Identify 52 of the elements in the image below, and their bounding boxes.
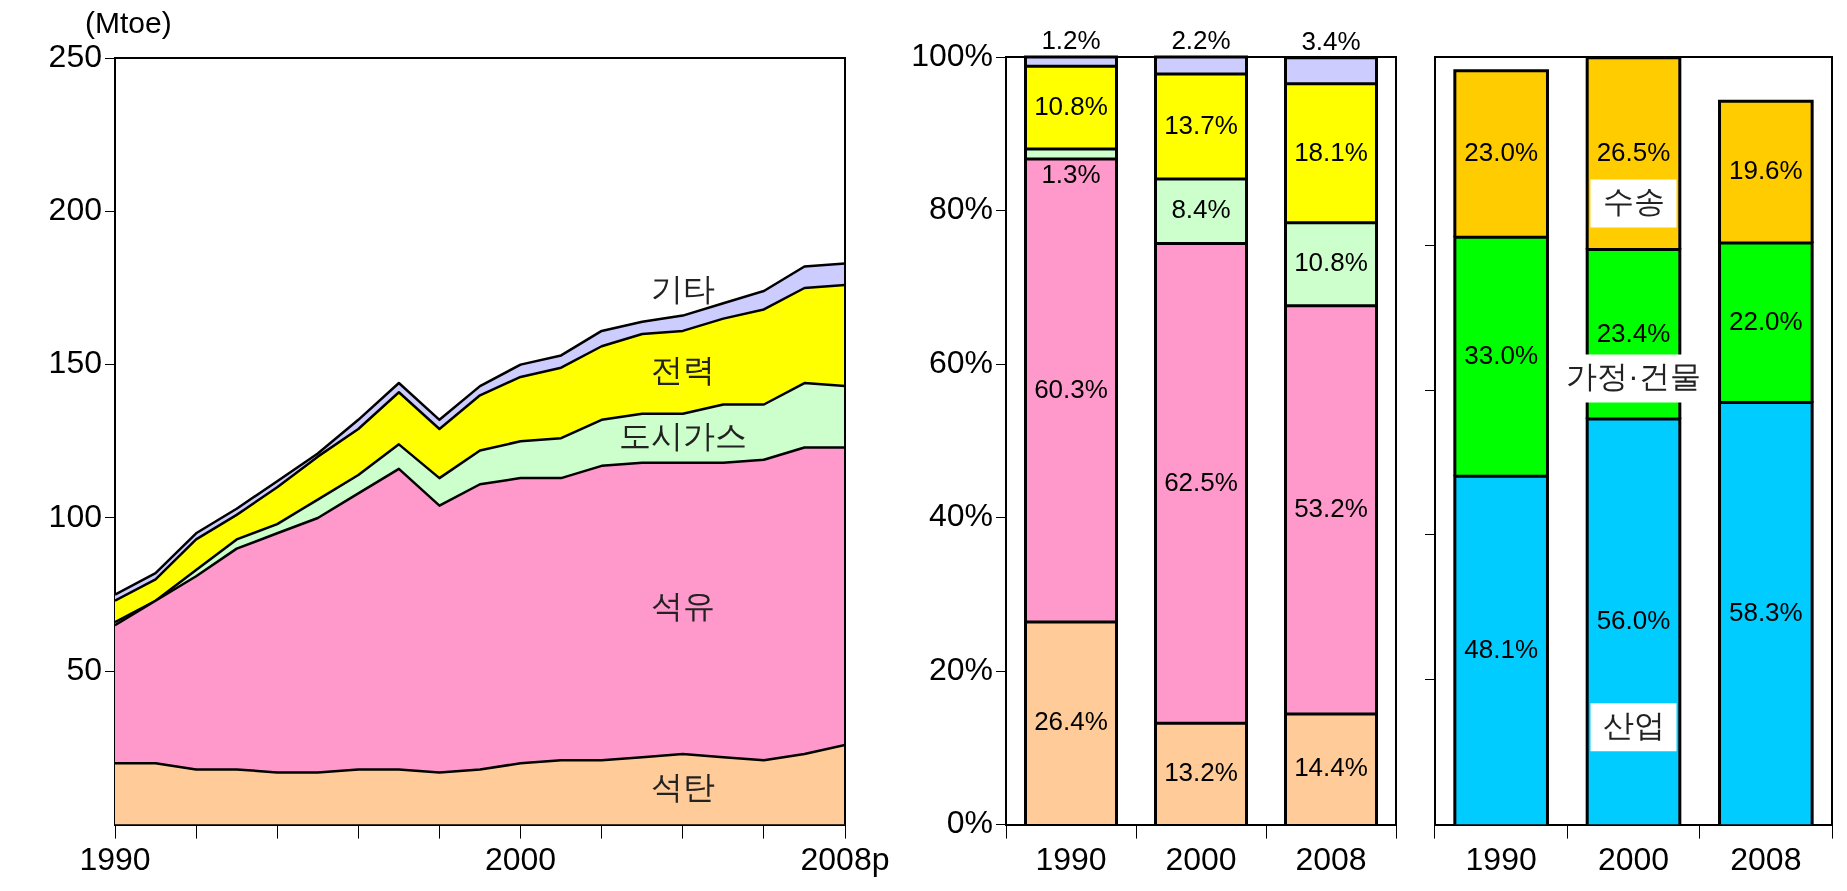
series-label: 도시가스 [618, 418, 747, 455]
series-label: 수송 [1602, 184, 1665, 220]
x-tick-label: 2000 [1597, 840, 1670, 877]
data-label: 53.2% [1294, 493, 1368, 524]
series-label: 가정·건물 [1566, 358, 1701, 394]
y-axis-title: (Mtoe) [85, 6, 172, 40]
y-tick-label: 150 [48, 344, 102, 381]
data-label: 8.4% [1171, 194, 1231, 225]
y-tick-label: 60% [928, 343, 993, 380]
y-tick-label: 80% [928, 190, 993, 227]
series-label: 전력 [650, 352, 715, 389]
data-label: 13.7% [1164, 109, 1238, 140]
data-label: 10.8% [1294, 247, 1368, 278]
data-label: 1.2% [1041, 25, 1101, 56]
series-label: 석탄 [650, 769, 715, 806]
data-label: 2.2% [1171, 25, 1231, 56]
data-label: 58.3% [1728, 596, 1803, 627]
data-label: 23.0% [1464, 137, 1539, 168]
y-tick-label: 100 [48, 497, 102, 534]
data-label: 60.3% [1034, 373, 1108, 404]
data-label: 10.8% [1034, 90, 1108, 121]
series-label: 산업 [1602, 707, 1665, 743]
data-label: 56.0% [1596, 605, 1671, 636]
data-label: 62.5% [1164, 466, 1238, 497]
y-tick-label: 200 [48, 191, 102, 228]
y-tick-label: 40% [928, 497, 993, 534]
x-tick-label: 2008 [1295, 840, 1367, 877]
y-tick-label: 100% [911, 36, 993, 73]
data-label: 14.4% [1294, 752, 1368, 783]
x-tick-label: 2000 [1165, 840, 1237, 877]
data-label: 18.1% [1294, 136, 1368, 167]
data-label: 22.0% [1728, 305, 1803, 336]
x-tick-label: 2008p [800, 840, 890, 877]
data-label: 33.0% [1464, 339, 1539, 370]
y-tick-label: 0% [946, 804, 993, 841]
series-label: 석유 [650, 588, 715, 625]
data-label: 26.5% [1596, 136, 1671, 167]
y-tick-label: 20% [928, 650, 993, 687]
y-tick-label: 50 [66, 651, 102, 688]
data-label: 3.4% [1301, 25, 1361, 56]
x-tick-label: 2008 [1730, 840, 1802, 877]
data-label: 23.4% [1596, 317, 1671, 348]
data-label: 48.1% [1464, 633, 1539, 664]
x-tick-label: 1990 [1035, 840, 1107, 877]
x-tick-label: 1990 [79, 840, 151, 877]
data-label: 26.4% [1034, 706, 1108, 737]
data-label: 19.6% [1728, 155, 1803, 186]
x-tick-label: 2000 [484, 840, 557, 877]
x-tick-label: 1990 [1465, 840, 1537, 877]
series-label: 기타 [650, 271, 715, 308]
data-label: 13.2% [1164, 756, 1238, 787]
data-label: 1.3% [1041, 159, 1101, 190]
